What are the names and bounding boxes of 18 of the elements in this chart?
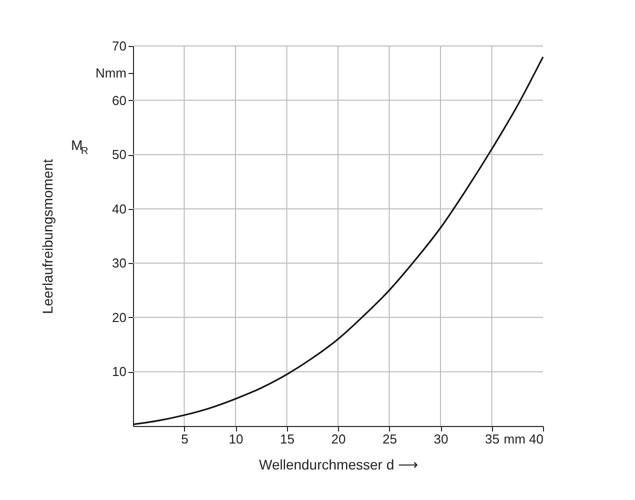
x-tick-label: mm 40 (504, 432, 544, 446)
x-tick-label: 20 (331, 432, 346, 446)
x-tick-label: 25 (382, 432, 397, 446)
y-tick-label: Nmm (95, 66, 126, 81)
x-tick-label: 35 (485, 432, 500, 446)
y-tick-label: 10 (112, 364, 126, 380)
x-tick-label: 15 (280, 432, 294, 446)
y-tick-label: 40 (112, 201, 126, 216)
y-tick-label: 60 (112, 92, 126, 108)
x-axis-title: Wellendurchmesser d ⟶ (258, 456, 418, 472)
y-tick-label: 70 (112, 38, 126, 54)
x-tick-label: 30 (434, 432, 448, 446)
x-tick-label: 10 (228, 432, 244, 446)
x-tick-label: 5 (181, 432, 188, 446)
y-tick-label: 30 (112, 256, 126, 271)
y-axis-title: Leerlaufreibungsmoment (39, 158, 56, 314)
y-tick-label: 20 (112, 310, 126, 325)
y-tick-label: 50 (112, 147, 126, 162)
